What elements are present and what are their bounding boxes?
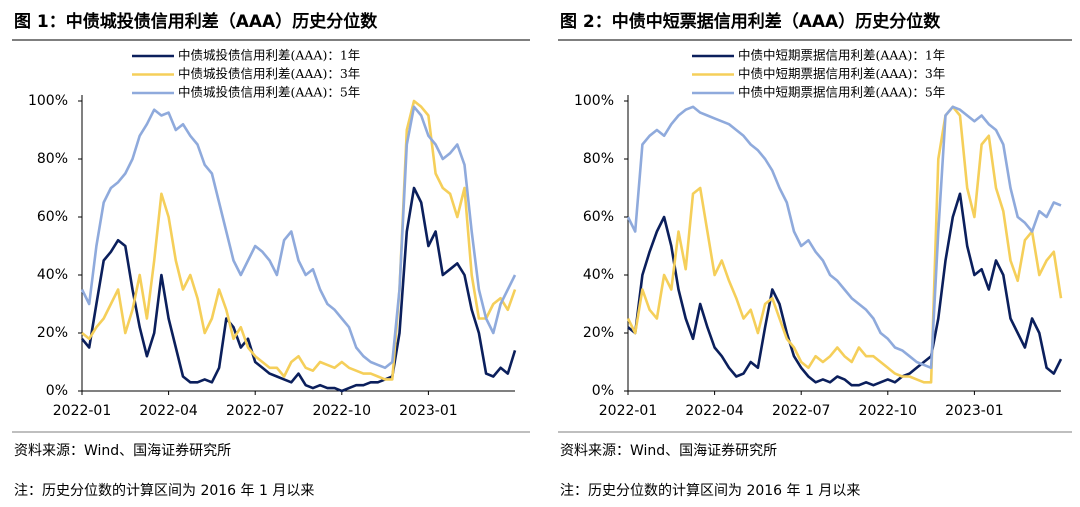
legend-label: 中债中短期票据信用利差(AAA)：3年 [738,66,945,81]
y-tick-label: 40% [583,267,614,283]
x-tick-label: 2022-10 [313,403,372,419]
x-tick-label: 2022-04 [685,403,744,419]
y-tick-label: 80% [583,151,614,167]
chart-title: 图 2：中债中短票据信用利差（AAA）历史分位数 [560,11,941,32]
series-line [81,99,517,381]
y-tick-label: 100% [574,93,614,109]
legend-label: 中债中短期票据信用利差(AAA)：1年 [738,48,945,63]
note: 注：历史分位数的计算区间为 2016 年 1 月以来 [14,483,314,499]
x-tick-label: 2022-07 [226,403,285,419]
y-tick-label: 20% [583,325,614,341]
y-tick-label: 0% [46,383,68,399]
series-line [80,105,517,370]
note: 注：历史分位数的计算区间为 2016 年 1 月以来 [560,483,860,499]
x-tick-label: 2022-10 [859,403,918,419]
x-tick-label: 2023-01 [399,403,458,419]
series-line [626,105,1062,370]
x-tick-label: 2022-01 [599,403,658,419]
y-tick-label: 60% [583,209,614,225]
legend-label: 中债城投债信用利差(AAA)：1年 [178,48,360,63]
legend-label: 中债中短期票据信用利差(AAA)：5年 [738,85,945,100]
x-tick-label: 2022-07 [772,403,831,419]
x-tick-label: 2022-01 [53,403,112,419]
series-line [626,105,1063,384]
chart-title: 图 1：中债城投债信用利差（AAA）历史分位数 [14,11,378,32]
series-line [627,192,1063,387]
y-tick-label: 0% [592,383,614,399]
legend-label: 中债城投债信用利差(AAA)：3年 [178,66,360,81]
legend-label: 中债城投债信用利差(AAA)：5年 [178,85,360,100]
y-tick-label: 100% [28,93,68,109]
y-tick-label: 40% [37,267,68,283]
y-tick-label: 60% [37,209,68,225]
source: 资料来源：Wind、国海证券研究所 [14,443,231,459]
y-tick-label: 80% [37,151,68,167]
y-tick-label: 20% [37,325,68,341]
series-line [80,186,517,393]
x-tick-label: 2022-04 [139,403,198,419]
x-tick-label: 2023-01 [945,403,1004,419]
source: 资料来源：Wind、国海证券研究所 [560,443,777,459]
